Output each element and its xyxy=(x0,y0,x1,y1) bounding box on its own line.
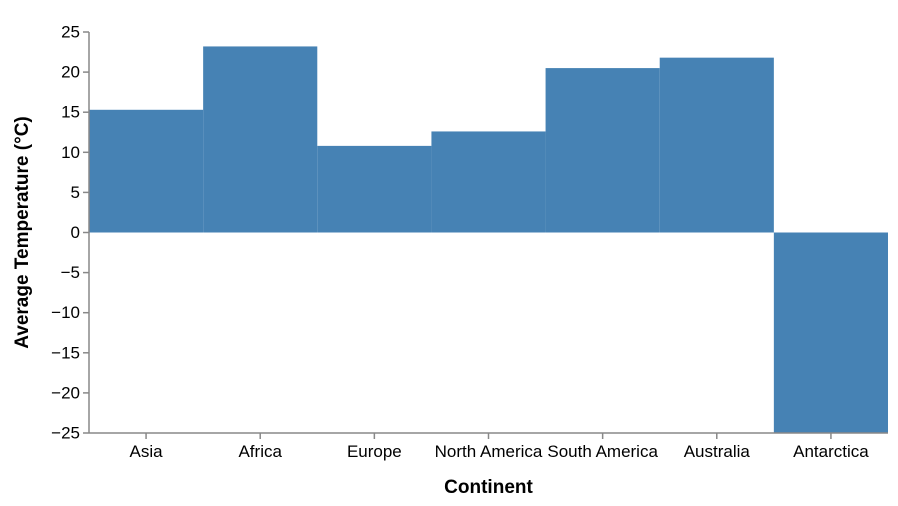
y-tick-label: −5 xyxy=(61,263,80,282)
y-tick-label: −15 xyxy=(51,343,80,362)
y-tick-label: 20 xyxy=(61,63,80,82)
y-tick-label: −20 xyxy=(51,383,80,402)
y-tick-label: 10 xyxy=(61,143,80,162)
y-axis-title: Average Temperature (°C) xyxy=(12,116,33,349)
x-tick-label: Australia xyxy=(684,442,751,461)
bar-australia xyxy=(659,57,774,233)
y-tick-label: 5 xyxy=(71,183,80,202)
y-tick-label: 0 xyxy=(71,223,80,242)
y-tick-label: 25 xyxy=(61,23,80,42)
x-tick-label: Europe xyxy=(347,442,402,461)
x-axis: Asia Africa Europe North America South Ameri… xyxy=(89,432,888,461)
x-tick-label: Asia xyxy=(130,442,164,461)
x-tick-label: North America xyxy=(435,442,543,461)
bar-antarctica xyxy=(773,232,888,433)
y-tick-label: −25 xyxy=(51,424,80,443)
bars-group xyxy=(89,46,888,433)
bar-south-america xyxy=(545,68,660,233)
y-tick-label: 15 xyxy=(61,103,80,122)
x-tick-label: South America xyxy=(547,442,658,461)
x-tick-label: Africa xyxy=(238,442,282,461)
y-axis: −25 −20 −15 −10 −5 0 5 10 15 20 25 xyxy=(51,23,90,443)
y-tick-label: −10 xyxy=(51,303,80,322)
bar-africa xyxy=(203,46,318,233)
bar-north-america xyxy=(431,131,546,233)
x-tick-label: Antarctica xyxy=(793,442,869,461)
x-axis-title: Continent xyxy=(444,477,533,498)
bar-europe xyxy=(317,145,432,233)
bar-asia xyxy=(89,109,204,233)
